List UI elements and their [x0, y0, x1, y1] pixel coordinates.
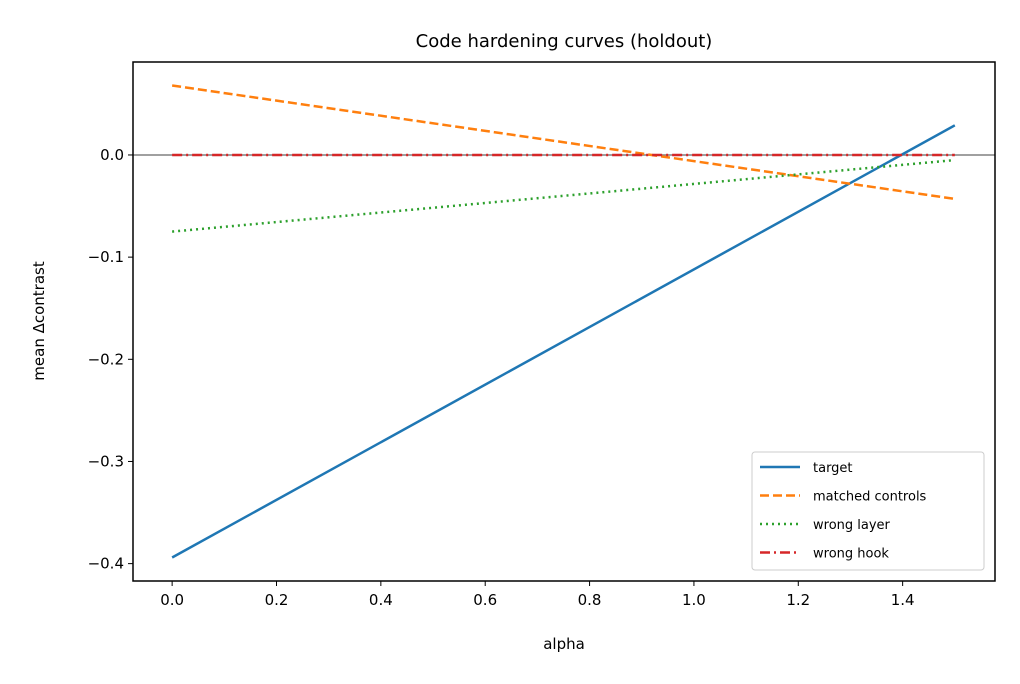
y-tick-label: −0.1	[88, 248, 124, 266]
axes-frame	[132, 61, 996, 582]
x-tick-label: 0.6	[473, 591, 497, 609]
series-line-wrong-layer	[172, 158, 955, 233]
y-tick-label: −0.4	[88, 555, 124, 573]
chart-title: Code hardening curves (holdout)	[416, 31, 713, 52]
plot-area	[133, 84, 995, 559]
x-tick-label: 0.4	[369, 591, 393, 609]
y-tick-label: 0.0	[100, 146, 124, 164]
y-tick-label: −0.2	[88, 350, 124, 368]
y-axis-label: mean Δcontrast	[30, 261, 48, 381]
x-tick-label: 1.2	[786, 591, 810, 609]
x-axis: 0.0 0.2 0.4 0.6 0.8 1.0 1.2 1.4	[160, 581, 915, 609]
legend-label: wrong layer	[813, 518, 891, 533]
legend-box	[751, 451, 985, 571]
series-line-target	[171, 124, 956, 559]
x-tick-label: 0.2	[265, 591, 289, 609]
x-axis-label: alpha	[543, 635, 585, 653]
x-tick-label: 0.0	[160, 591, 184, 609]
legend: target matched controls wrong layer wrong h…	[751, 451, 985, 571]
y-tick-label: −0.3	[88, 452, 124, 470]
legend-label: matched controls	[813, 490, 927, 505]
y-axis: 0.0 −0.1 −0.2 −0.3 −0.4	[88, 146, 133, 573]
legend-label: wrong hook	[813, 547, 889, 562]
x-tick-label: 1.4	[891, 591, 915, 609]
x-tick-label: 0.8	[578, 591, 602, 609]
x-tick-label: 1.0	[682, 591, 706, 609]
legend-label: target	[813, 461, 853, 476]
series-line-matched-controls	[171, 84, 956, 201]
